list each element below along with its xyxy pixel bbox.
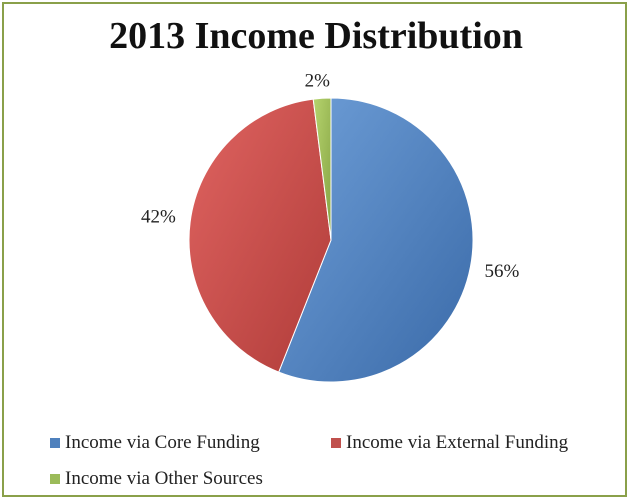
chart-title: 2013 Income Distribution <box>109 15 523 57</box>
data-label-other-sources: 2% <box>305 71 331 92</box>
pie-slice-core-funding <box>278 97 474 383</box>
pie-slice-other-sources <box>312 97 332 241</box>
pie-slice-external-funding <box>188 98 332 373</box>
data-label-external-funding: 42% <box>141 207 176 228</box>
data-label-core-funding: 56% <box>485 261 520 282</box>
